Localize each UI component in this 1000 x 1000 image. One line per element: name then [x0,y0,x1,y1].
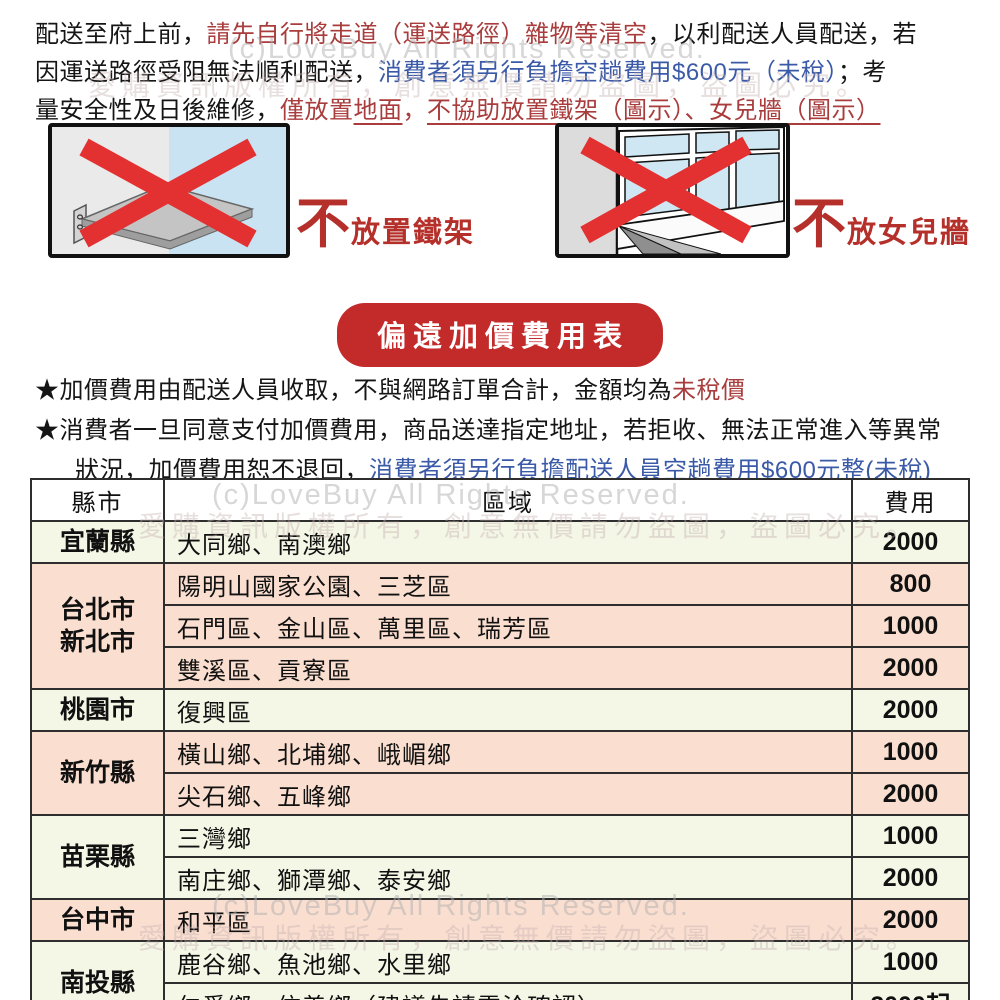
region-cell: 三灣鄉 [163,814,853,858]
table-row: 桃園市 復興區 2000 [30,688,970,732]
fee-cell: 2000起 [851,982,970,1000]
table-row: 雙溪區、貢寮區 2000 [31,646,970,690]
county-cell: 新竹縣 [30,730,165,816]
iron-rack-illustration [48,123,290,258]
parapet-drawing [559,127,786,254]
intro-text: 配送至府上前， [35,21,207,48]
note-line-2: ★消費者一旦同意支付加價費用，商品送達指定地址，若拒收、無法正常進入等異常 [35,411,975,451]
intro-text-red: 僅放置 [280,97,354,124]
county-cell: 苗栗縣 [30,814,165,900]
intro-line-2: 因運送路徑受阻無法順利配送，消費者須另行負擔空趟費用$600元（未稅）；考 [35,54,971,92]
table-row: 台中市 和平區 2000 [30,898,970,942]
intro-line-3: 量安全性及日後維修，僅放置地面，不協助放置鐵架（圖示）、女兒牆（圖示） [35,92,971,130]
no-parapet-label: 不放女兒牆 [792,197,971,251]
fee-cell: 2000 [851,772,970,816]
fee-cell: 800 [851,562,970,606]
iron-rack-drawing [52,127,286,254]
county-cell: 桃園市 [30,688,165,732]
table-row: 宜蘭縣 大同鄉、南澳鄉 2000 [30,520,970,564]
region-cell: 仁愛鄉、信義鄉（建議先請電洽確認） [163,982,853,1000]
rack-label-text: 放置鐵架 [351,217,476,249]
remote-surcharge-badge: 偏遠加價費用表 [336,303,664,367]
no-character: 不 [296,194,351,254]
note-text: ★加價費用由配送人員收取，不與網路訂單合計，金額均為 [35,377,672,404]
note-line-1: ★加價費用由配送人員收取，不與網路訂單合計，金額均為未稅價 [35,371,975,411]
intro-text-blue: 消費者須另行負擔空趟費用$600元（未稅） [378,59,838,86]
intro-text-red-underline: 不協助放置鐵架（圖示）、女兒牆（圖示） [427,97,881,124]
note-text-red: 未稅價 [672,377,746,404]
fee-cell: 2000 [851,520,970,564]
no-iron-rack-label: 不放置鐵架 [296,197,475,251]
fee-cell: 2000 [851,688,970,732]
region-cell: 南庄鄉、獅潭鄉、泰安鄉 [163,856,853,900]
parapet-label-text: 放女兒牆 [847,217,972,249]
intro-line-1: 配送至府上前，請先自行將走道（運送路徑）雜物等清空，以利配送人員配送，若 [35,16,971,54]
table-row: 台北市 新北市 陽明山國家公園、三芝區 800 [30,562,970,690]
fee-cell: 2000 [851,898,970,942]
fee-cell: 1000 [851,940,970,984]
intro-text: 因運送路徑受阻無法順利配送， [35,59,378,86]
column-header-county: 縣市 [30,478,165,522]
table-row: 仁愛鄉、信義鄉（建議先請電洽確認） 2000起 [31,982,970,1000]
table-row: 苗栗縣 三灣鄉 1000 [30,814,970,900]
region-cell: 大同鄉、南澳鄉 [163,520,853,564]
table-row: 南投縣 鹿谷鄉、魚池鄉、水里鄉 1000 [30,940,970,1000]
region-cell: 陽明山國家公園、三芝區 [163,562,853,606]
table-row: 尖石鄉、五峰鄉 2000 [31,772,970,816]
intro-text-red: 請先自行將走道（運送路徑）雜物等清空 [206,21,648,48]
no-character: 不 [792,194,847,254]
region-cell: 尖石鄉、五峰鄉 [163,772,853,816]
column-header-fee: 費用 [851,478,970,522]
table-row: 石門區、金山區、萬里區、瑞芳區 1000 [31,604,970,648]
region-cell: 石門區、金山區、萬里區、瑞芳區 [163,604,853,648]
region-cell: 橫山鄉、北埔鄉、峨嵋鄉 [163,730,853,774]
fee-cell: 1000 [851,604,970,648]
intro-paragraph: 配送至府上前，請先自行將走道（運送路徑）雜物等清空，以利配送人員配送，若 因運送… [35,16,971,130]
notes-section: ★加價費用由配送人員收取，不與網路訂單合計，金額均為未稅價 ★消費者一旦同意支付… [35,371,975,491]
table-header-row: 縣市 區域 費用 [30,478,970,522]
intro-text: 量安全性及日後維修， [35,97,280,124]
intro-text-red: ， [402,97,427,124]
intro-text: ；考 [837,59,887,86]
parapet-window-illustration [555,123,790,258]
column-header-region: 區域 [163,478,853,522]
region-cell: 復興區 [163,688,853,732]
prohibition-x-icon [580,136,752,244]
note-text: ★消費者一旦同意支付加價費用，商品送達指定地址，若拒收、無法正常進入等異常 [35,417,942,444]
county-cell: 南投縣 [30,940,165,1000]
region-cell: 雙溪區、貢寮區 [163,646,853,690]
fee-cell: 1000 [851,814,970,858]
surcharge-fee-table: 縣市 區域 費用 宜蘭縣 大同鄉、南澳鄉 2000 台北市 新北市 陽明山國家公… [30,478,970,1000]
fee-cell: 2000 [851,646,970,690]
fee-cell: 1000 [851,730,970,774]
county-cell: 台中市 [30,898,165,942]
county-cell: 台北市 新北市 [30,562,165,690]
county-cell: 宜蘭縣 [30,520,165,564]
table-row: 新竹縣 橫山鄉、北埔鄉、峨嵋鄉 1000 [30,730,970,816]
table-row: 南庄鄉、獅潭鄉、泰安鄉 2000 [31,856,970,900]
fee-cell: 2000 [851,856,970,900]
region-cell: 鹿谷鄉、魚池鄉、水里鄉 [163,940,853,984]
intro-text: ，以利配送人員配送，若 [647,21,917,48]
region-cell: 和平區 [163,898,853,942]
intro-text-red-underline: 地面 [353,97,403,124]
prohibition-x-icon [79,138,257,248]
